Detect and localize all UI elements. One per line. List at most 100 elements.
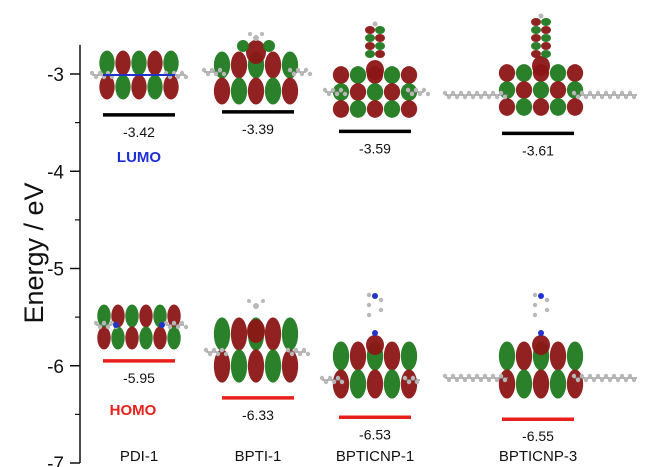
atom bbox=[611, 90, 617, 96]
atom bbox=[287, 67, 293, 73]
atom bbox=[494, 377, 500, 383]
atom bbox=[253, 35, 259, 41]
atom bbox=[544, 307, 550, 313]
atom bbox=[615, 377, 621, 383]
atom bbox=[458, 90, 464, 96]
atom bbox=[93, 74, 99, 80]
atom bbox=[366, 312, 372, 318]
atom bbox=[113, 322, 119, 328]
atom bbox=[219, 347, 225, 353]
orbital-lobe bbox=[153, 326, 167, 350]
orbital-lobe bbox=[230, 349, 248, 383]
orbital-lobe bbox=[125, 304, 139, 328]
orbital-lobe bbox=[115, 50, 131, 76]
lumo-value-label: -3.59 bbox=[359, 140, 391, 156]
orbital-lobe bbox=[375, 34, 385, 42]
atom bbox=[538, 13, 544, 19]
orbital-lobe bbox=[349, 100, 367, 118]
atom bbox=[183, 324, 189, 330]
atom bbox=[183, 74, 189, 80]
atom bbox=[478, 377, 484, 383]
atom bbox=[450, 90, 456, 96]
orbital-lobe bbox=[375, 42, 385, 50]
orbital-lobe bbox=[375, 50, 385, 58]
atom bbox=[502, 377, 508, 383]
atom bbox=[599, 377, 605, 383]
atom bbox=[223, 351, 229, 357]
atom bbox=[247, 299, 251, 303]
orbital-lobe bbox=[139, 304, 153, 328]
atom bbox=[454, 377, 460, 383]
atom bbox=[205, 71, 211, 77]
orbital-lobe bbox=[532, 335, 550, 355]
atom bbox=[211, 347, 217, 353]
atom bbox=[442, 90, 448, 96]
atom bbox=[303, 67, 309, 73]
atom bbox=[607, 377, 613, 383]
atom bbox=[538, 330, 544, 336]
orbital-lobe bbox=[213, 349, 231, 383]
orbital-lobe bbox=[115, 74, 131, 100]
orbital-lobe bbox=[566, 81, 584, 99]
atom bbox=[502, 94, 508, 100]
orbital-lobe bbox=[111, 326, 125, 350]
atom bbox=[171, 320, 177, 326]
atom bbox=[462, 377, 468, 383]
atom bbox=[297, 351, 303, 357]
orbital-lobe bbox=[365, 50, 375, 58]
atom bbox=[631, 377, 637, 383]
orbital-lobe bbox=[332, 66, 350, 84]
atom bbox=[167, 324, 173, 330]
orbital-lobe bbox=[366, 335, 384, 355]
orbital-lobe bbox=[131, 74, 147, 100]
orbital-lobe bbox=[230, 317, 248, 351]
atom bbox=[285, 347, 291, 353]
orbital-lobe bbox=[97, 304, 111, 328]
homo-annotation: HOMO bbox=[110, 402, 157, 419]
atom bbox=[410, 375, 416, 381]
atom bbox=[575, 377, 581, 383]
orbital-lobe bbox=[281, 349, 299, 383]
atom bbox=[571, 373, 577, 379]
orbital-lobe bbox=[531, 26, 541, 34]
atom bbox=[97, 70, 103, 76]
atom bbox=[105, 324, 111, 330]
atom bbox=[494, 94, 500, 100]
orbital-lobe bbox=[237, 40, 249, 52]
orbital-lobe bbox=[541, 18, 551, 26]
homo-value-label: -6.55 bbox=[522, 428, 554, 444]
orbital-lobe bbox=[532, 369, 550, 399]
atom bbox=[623, 94, 629, 100]
orbital-lobe bbox=[400, 341, 418, 371]
atom bbox=[406, 379, 412, 385]
atom bbox=[615, 94, 621, 100]
atom bbox=[323, 379, 329, 385]
atom bbox=[611, 373, 617, 379]
atom bbox=[409, 91, 415, 97]
orbital-lobe bbox=[167, 304, 181, 328]
atom bbox=[482, 373, 488, 379]
orbital-lobe bbox=[264, 51, 282, 79]
orbital-lobe bbox=[263, 40, 275, 52]
atom bbox=[591, 94, 597, 100]
orbital-lobe bbox=[400, 100, 418, 118]
atom bbox=[579, 90, 585, 96]
atom bbox=[623, 377, 629, 383]
atom bbox=[571, 90, 577, 96]
atom bbox=[421, 87, 427, 93]
atom bbox=[587, 373, 593, 379]
atom bbox=[579, 373, 585, 379]
orbital-lobe bbox=[566, 341, 584, 371]
atom bbox=[378, 297, 384, 303]
orbital-lobe bbox=[349, 369, 367, 399]
atom bbox=[532, 312, 538, 318]
energy-labels: -3.42 -3.39 -3.59 -3.61 -5.95 -6.33 -6.53 -6.55… bbox=[120, 121, 577, 465]
orbital-lobe bbox=[383, 83, 401, 101]
orbital-lobe bbox=[549, 81, 567, 99]
orbital-lobe bbox=[99, 50, 115, 76]
orbital-lobe bbox=[532, 81, 550, 99]
atom bbox=[339, 379, 345, 385]
orbital-lobe bbox=[332, 369, 350, 399]
atom bbox=[425, 91, 431, 97]
orbital-lobe bbox=[213, 317, 231, 351]
